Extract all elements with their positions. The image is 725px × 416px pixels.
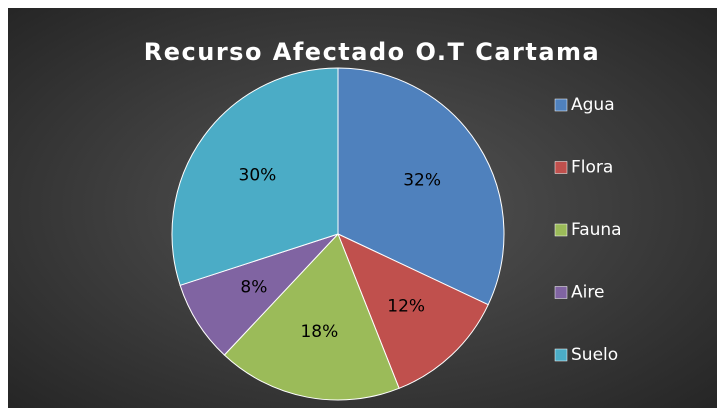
chart-title: Recurso Afectado O.T Cartama xyxy=(144,38,600,66)
pie-slice xyxy=(223,233,400,401)
data-label: 8% xyxy=(240,277,267,297)
pie-slice xyxy=(171,67,339,286)
data-label: 18% xyxy=(300,322,338,342)
data-label: 12% xyxy=(387,297,425,317)
data-label: 32% xyxy=(403,171,441,191)
legend-swatch xyxy=(554,161,568,174)
legend-swatch xyxy=(554,286,568,299)
pie-slice xyxy=(337,233,489,389)
legend-swatch xyxy=(554,223,568,237)
pie-slice xyxy=(337,67,505,306)
legend-swatch xyxy=(554,98,568,112)
legend-label: Fauna xyxy=(571,220,622,240)
legend-swatch xyxy=(554,348,568,362)
data-label: 30% xyxy=(239,165,277,185)
legend-label: Agua xyxy=(571,95,615,115)
legend-label: Aire xyxy=(571,283,604,303)
legend-label: Flora xyxy=(571,158,613,178)
legend-label: Suelo xyxy=(571,345,618,365)
